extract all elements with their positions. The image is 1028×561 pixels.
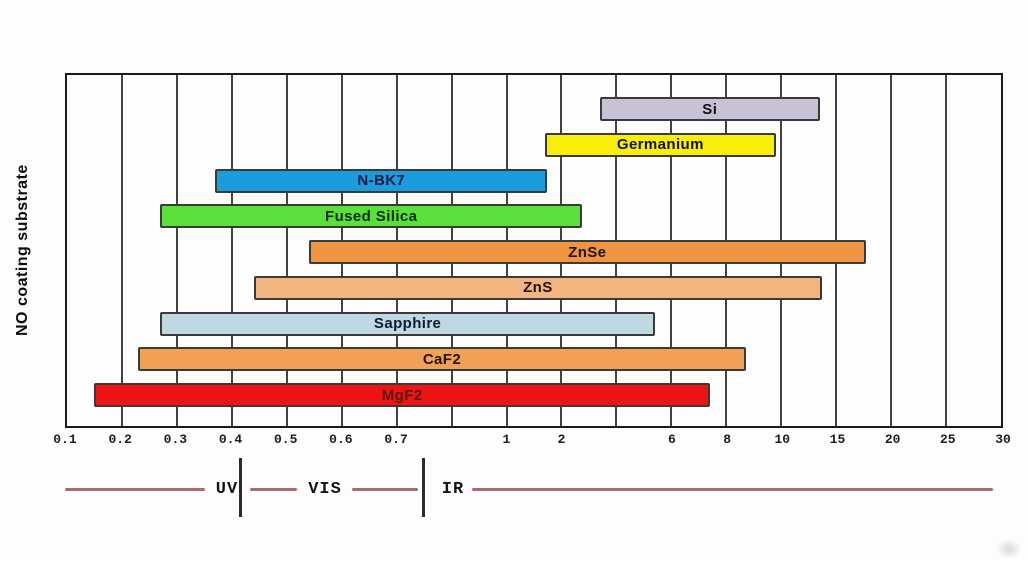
bar-zns: ZnS: [253, 275, 822, 300]
scan-smudge: [996, 539, 1022, 559]
bar-label: ZnSe: [568, 243, 607, 261]
bar-label: Fused Silica: [325, 207, 418, 225]
x-tick-label: 30: [995, 432, 1011, 447]
bar-label: MgF2: [381, 386, 423, 404]
band-label-uv: UV: [215, 480, 239, 499]
gridline: [120, 75, 123, 426]
bar-label: Sapphire: [373, 315, 442, 332]
bar-fused-silica: Fused Silica: [160, 204, 583, 229]
bar-label: N-BK7: [357, 172, 406, 189]
x-tick-label: 0.7: [384, 432, 408, 447]
x-tick-label: 0.5: [274, 432, 298, 447]
x-tick-label: 0.3: [163, 432, 188, 447]
band-divider-uv-vis: [239, 458, 242, 517]
x-tick-label: 25: [940, 432, 956, 447]
x-tick-label: 0.6: [329, 432, 353, 447]
band-label-ir: IR: [441, 480, 465, 499]
bar-sapphire: Sapphire: [160, 311, 655, 336]
x-axis-tick-labels: 0.1 0.2 0.3 0.4 0.5 0.6 0.7 1 2 6 8 10 15 20 25 30: [53, 432, 1011, 452]
bar-label: CaF2: [422, 350, 462, 368]
x-tick-label: 6: [668, 432, 676, 447]
x-tick-label: 8: [723, 432, 732, 447]
bar-si: Si: [599, 97, 820, 121]
x-tick-label: 0.4: [218, 432, 243, 447]
bar-label: Germanium: [616, 136, 704, 154]
bar-label: Si: [702, 100, 718, 118]
band-line-ir: [472, 488, 993, 491]
bar-n-bk7: N-BK7: [215, 168, 548, 193]
gridline: [945, 75, 948, 426]
bar-mgf2: MgF2: [94, 383, 710, 407]
x-tick-label: 2: [557, 432, 566, 447]
gridline: [890, 75, 893, 426]
band-label-vis: VIS: [308, 480, 342, 499]
bar-germanium: Germanium: [544, 132, 776, 157]
x-tick-label: 0.2: [108, 432, 132, 447]
band-line-vis-left: [250, 488, 297, 491]
gridline: [175, 75, 178, 426]
y-axis-label: NO coating substrate: [14, 164, 31, 337]
bar-znse: ZnSe: [308, 240, 866, 264]
bar-caf2: CaF2: [138, 347, 746, 372]
x-tick-label: 20: [884, 432, 901, 447]
band-divider-vis-ir: [422, 458, 425, 517]
x-tick-label: 0.1: [53, 432, 77, 447]
gridline: [285, 75, 288, 426]
bar-label: ZnS: [523, 279, 553, 297]
band-line-vis-right: [352, 488, 418, 491]
band-line-uv: [65, 488, 205, 491]
x-tick-label: 1: [502, 432, 511, 447]
x-tick-label: 10: [774, 432, 791, 447]
plot-area: Si Germanium N-BK7 Fused Silica ZnSe ZnS Sapph…: [65, 73, 1003, 428]
gridline: [230, 75, 233, 426]
x-tick-label: 15: [829, 432, 846, 447]
